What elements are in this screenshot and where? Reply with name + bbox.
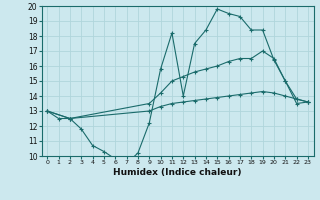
X-axis label: Humidex (Indice chaleur): Humidex (Indice chaleur) xyxy=(113,168,242,177)
